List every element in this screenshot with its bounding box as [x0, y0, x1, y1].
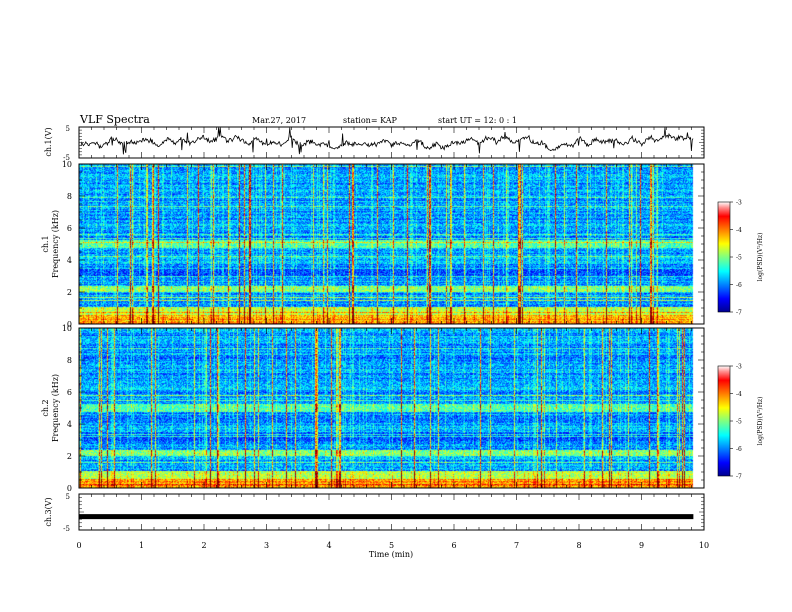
- date-label: Mar.27, 2017: [252, 116, 306, 125]
- ch3-waveform-ylabel: ch.3(V): [44, 497, 53, 526]
- freq-tick-label: 6: [67, 388, 72, 397]
- freq-tick-label: 4: [67, 420, 72, 429]
- ch2-spectrogram-image: [79, 328, 704, 488]
- x-tick-label: 6: [451, 541, 456, 550]
- ch1-colorbar: -3 -4 -5 -6 -7 log(PSD)(V²/Hz): [717, 200, 764, 317]
- freq-tick-label: 8: [67, 192, 72, 201]
- x-tick-label: 10: [699, 541, 709, 550]
- figure-title: VLF Spectra: [79, 113, 150, 126]
- freq-tick-label: 2: [67, 452, 72, 461]
- station-label: station= KAP: [343, 116, 398, 125]
- freq-tick-label: 2: [67, 288, 72, 297]
- colorbar-tick-label: -7: [736, 474, 742, 481]
- colorbar-tick-label: -3: [736, 200, 742, 207]
- freq-tick-label: 10: [62, 324, 72, 333]
- freq-tick-label: 6: [67, 224, 72, 233]
- colorbar-tick-label: -4: [736, 227, 742, 234]
- x-tick-label: 7: [514, 541, 519, 550]
- x-tick-label: 5: [389, 541, 394, 550]
- colorbar-tick-label: -6: [736, 446, 742, 453]
- x-tick-label: 2: [201, 541, 206, 550]
- colorbar-tick-label: -7: [736, 310, 742, 317]
- freq-tick-label: 0: [67, 320, 72, 329]
- x-axis-label: Time (min): [369, 550, 413, 559]
- colorbar-tick-label: -5: [736, 419, 742, 426]
- ch3-waveform-panel: 5 -5 ch.3(V): [44, 493, 705, 533]
- x-tick-label: 0: [76, 541, 81, 550]
- start-time-label: start UT = 12: 0 : 1: [438, 116, 517, 125]
- ch2-spec-ylabel: Frequency (kHz): [51, 374, 60, 442]
- x-tick-label: 9: [639, 541, 644, 550]
- ch1-spectrogram-image: [79, 164, 704, 324]
- colorbar-tick-label: -6: [736, 282, 742, 289]
- ch1-waveform-line: [80, 127, 694, 155]
- ch2-spec-ylabel-top: ch.2: [41, 399, 50, 416]
- ch1-waveform-panel: 5 -5 ch.1(V): [44, 125, 705, 162]
- colorbar-tick-label: -3: [736, 364, 742, 371]
- ch1-colorbar-label: log(PSD)(V²/Hz): [757, 233, 764, 282]
- ch1-spec-ylabel-top: ch.1: [41, 235, 50, 252]
- freq-tick-label: 0: [67, 484, 72, 493]
- ch1-spec-ylabel: Frequency (kHz): [51, 210, 60, 278]
- colorbar-tick-label: -4: [736, 391, 742, 398]
- ch1-spectrogram-panel: 0 2 4 6 8 10 ch.1 Frequency (kHz): [41, 160, 705, 329]
- ch2-colorbar: -3 -4 -5 -6 -7 log(PSD)(V²/Hz): [717, 364, 764, 481]
- ch1-ytick-top: 5: [66, 125, 70, 133]
- x-tick-label: 1: [139, 541, 144, 550]
- ch3-ytick-bottom: -5: [63, 525, 70, 533]
- ch2-spectrogram-panel: 0 2 4 6 8 10 ch.2 Frequency (kHz): [41, 324, 705, 493]
- ch3-ytick-top: 5: [66, 493, 70, 501]
- freq-tick-label: 4: [67, 256, 72, 265]
- colorbar-tick-label: -5: [736, 255, 742, 262]
- x-tick-label: 8: [576, 541, 581, 550]
- x-tick-label: 4: [326, 541, 331, 550]
- ch1-waveform-ylabel: ch.1(V): [44, 127, 53, 156]
- ch1-ytick-bottom: -5: [63, 154, 70, 162]
- x-tick-label: 3: [264, 541, 269, 550]
- ch2-colorbar-label: log(PSD)(V²/Hz): [757, 397, 764, 446]
- freq-tick-label: 10: [62, 160, 72, 169]
- freq-tick-label: 8: [67, 356, 72, 365]
